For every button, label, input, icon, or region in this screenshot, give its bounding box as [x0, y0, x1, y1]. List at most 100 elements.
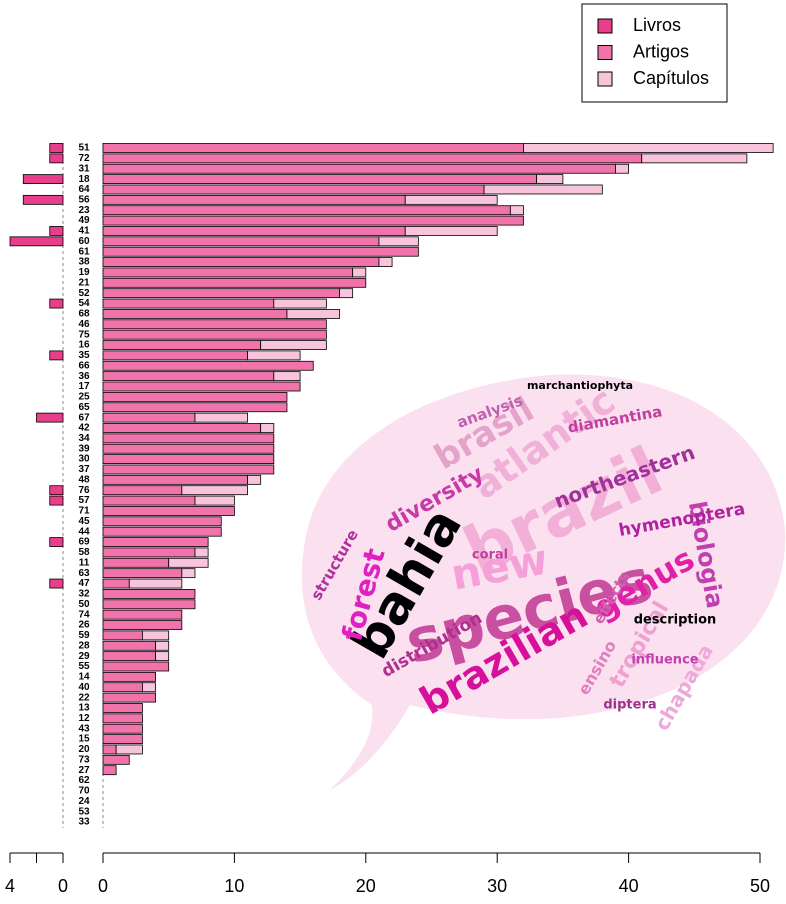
bar [102, 640, 156, 651]
bar [102, 360, 314, 371]
category-label: 24 [78, 796, 90, 807]
bar [102, 713, 143, 724]
category-label: 74 [78, 609, 90, 620]
bar [102, 319, 327, 330]
bar [339, 288, 354, 299]
bar [102, 557, 170, 568]
bar [102, 526, 222, 537]
category-label: 46 [78, 319, 90, 330]
bar [49, 485, 64, 496]
category-label: 43 [78, 723, 90, 734]
bar [102, 599, 196, 610]
bar [102, 309, 288, 319]
category-label: 32 [78, 589, 90, 600]
bar [142, 630, 170, 641]
x-tick-label: 20 [356, 876, 376, 896]
x-tick-label: 40 [619, 876, 639, 896]
category-label: 75 [78, 329, 90, 340]
bar [102, 620, 183, 630]
x-tick-label: 50 [750, 876, 770, 896]
word: marchantiophyta [527, 379, 633, 392]
bar [102, 391, 288, 402]
word-cloud-shape [301, 374, 786, 790]
bar [102, 547, 196, 558]
category-label: 39 [78, 443, 90, 454]
category-label: 31 [78, 163, 90, 174]
bar [615, 163, 630, 174]
bar [378, 257, 393, 267]
bar [286, 309, 340, 319]
bar [536, 174, 564, 185]
bar [102, 174, 538, 185]
bar [128, 578, 183, 589]
bar [102, 184, 485, 195]
bar [49, 578, 64, 589]
bar [49, 153, 64, 164]
bar [378, 236, 419, 247]
category-label: 19 [78, 267, 90, 278]
bar [181, 568, 196, 579]
category-label: 55 [78, 661, 90, 672]
bar [102, 153, 643, 164]
bar [102, 194, 406, 205]
category-label: 12 [78, 713, 90, 724]
category-label: 59 [78, 630, 90, 641]
bar [102, 506, 235, 516]
bar [194, 495, 235, 506]
category-label: 14 [78, 672, 90, 683]
bar [102, 423, 262, 433]
legend-swatch [597, 18, 613, 34]
bar [102, 454, 275, 465]
bar [260, 340, 327, 350]
bar [36, 412, 64, 423]
legend-swatch [597, 45, 613, 60]
x-tick-label: 30 [487, 876, 507, 896]
legend-label: Artigos [633, 41, 689, 61]
category-label: 40 [78, 682, 90, 693]
category-label: 54 [78, 298, 90, 309]
category-label: 52 [78, 288, 90, 299]
category-label: 68 [78, 309, 90, 320]
category-label: 41 [78, 226, 90, 237]
category-label: 76 [78, 485, 90, 496]
bar [102, 371, 275, 382]
bar [102, 651, 156, 662]
bar [49, 226, 64, 236]
bar [102, 537, 209, 547]
bar [102, 516, 222, 527]
bar [352, 267, 367, 278]
bar [102, 692, 156, 703]
category-label: 61 [78, 246, 90, 257]
bar [260, 423, 275, 433]
bar [102, 350, 248, 361]
category-label: 66 [78, 360, 90, 371]
bar [102, 443, 275, 454]
category-label: 50 [78, 599, 90, 610]
bar [102, 765, 117, 776]
bar [102, 340, 262, 350]
category-label: 37 [78, 464, 90, 475]
bar [102, 723, 143, 734]
bar [102, 578, 130, 589]
category-label: 28 [78, 640, 90, 651]
legend-label: Capítulos [633, 68, 709, 88]
category-label: 29 [78, 651, 90, 662]
category-label: 42 [78, 423, 90, 434]
bar [155, 651, 170, 662]
bar [102, 671, 156, 682]
bar [102, 257, 380, 267]
category-label: 53 [78, 806, 90, 817]
bar [49, 143, 64, 153]
bar [22, 174, 64, 185]
category-label: 72 [78, 153, 90, 164]
bar [404, 194, 498, 205]
legend-swatch [597, 71, 613, 87]
bar [641, 153, 748, 164]
category-label: 22 [78, 692, 90, 703]
bar [102, 246, 419, 257]
bar [102, 381, 301, 392]
category-label: 62 [78, 775, 90, 786]
category-label: 17 [78, 381, 90, 392]
category-label: 71 [78, 506, 90, 517]
